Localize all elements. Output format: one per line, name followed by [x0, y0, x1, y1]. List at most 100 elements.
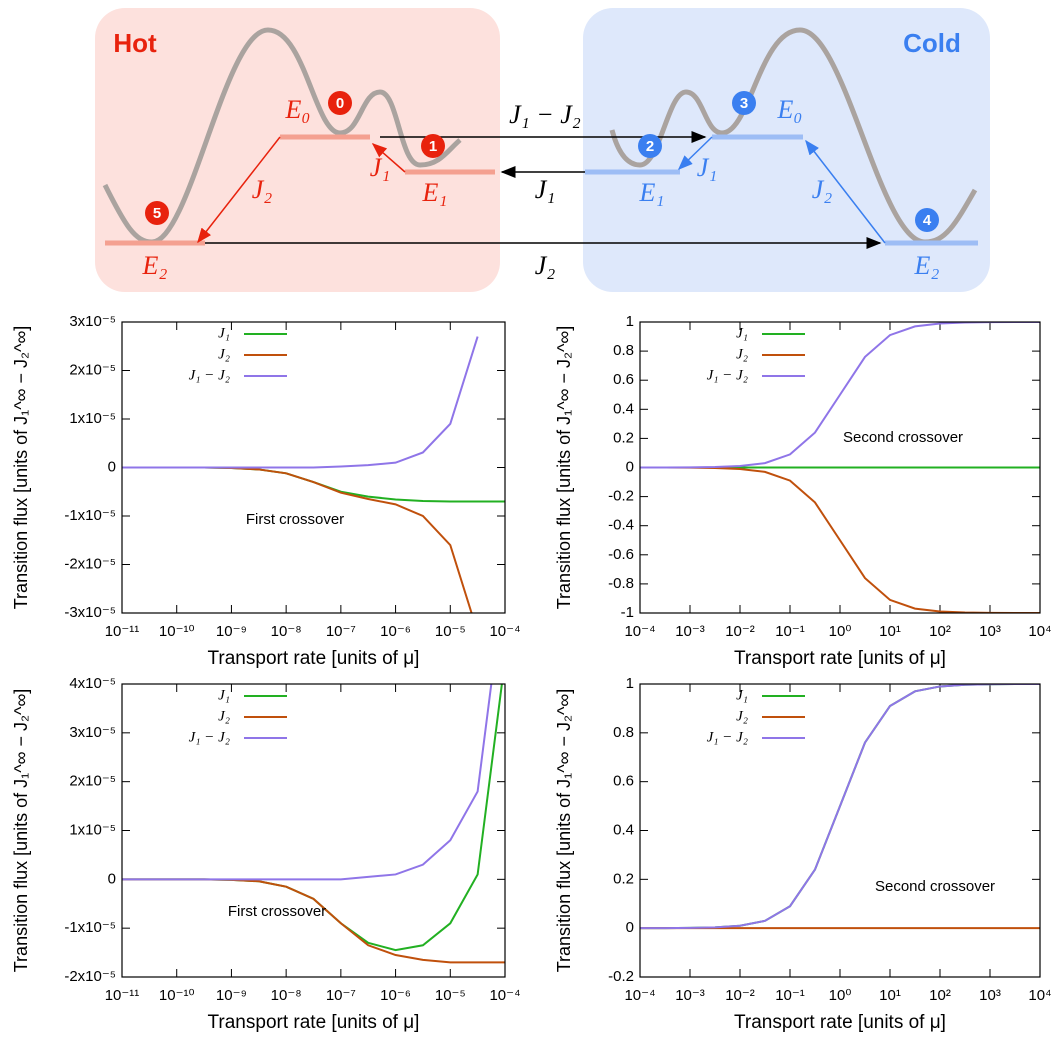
cold-region	[583, 8, 990, 292]
y-tick-label: 0.6	[613, 371, 634, 388]
legend-label: J₂	[218, 346, 230, 362]
x-tick-label: 10³	[979, 623, 1001, 640]
level-label: E₀	[285, 95, 311, 124]
y-tick-label: 1	[626, 675, 634, 692]
x-tick-label: 10⁻⁸	[271, 987, 302, 1004]
y-tick-label: -1x10⁻⁵	[64, 507, 116, 524]
x-tick-label: 10³	[979, 987, 1001, 1004]
x-tick-label: 10⁻¹⁰	[159, 623, 195, 640]
legend-label: J₁ − J₂	[189, 367, 230, 383]
series-line	[640, 322, 1040, 469]
x-tick-label: 10²	[929, 623, 951, 640]
x-tick-label: 10¹	[879, 623, 901, 640]
x-tick-label: 10⁻⁵	[435, 623, 466, 640]
y-tick-label: 3x10⁻⁵	[69, 313, 116, 330]
plot-frame	[121, 321, 506, 614]
level-label: E₂	[142, 251, 168, 280]
plot-frame	[121, 683, 506, 978]
y-tick-label: 0.4	[613, 400, 634, 417]
legend-label: J₁	[218, 325, 230, 341]
chart: 10⁻¹¹ 10⁻¹⁰ 10⁻⁹ 10⁻⁸ 10⁻⁷ 10⁻⁶ 10⁻⁵ 10⁻⁴ -3x10⁻…	[11, 313, 521, 669]
y-tick-label: -1	[621, 604, 634, 621]
y-tick-label: 0	[108, 458, 116, 475]
x-tick-label: 10¹	[879, 987, 901, 1004]
series-line	[122, 336, 479, 469]
state-number: 5	[153, 205, 161, 222]
x-axis-label: Transport rate [units of μ]	[208, 1012, 420, 1033]
x-tick-label: 10⁰	[829, 623, 852, 640]
series-line	[122, 466, 473, 613]
x-tick-label: 10⁻⁷	[326, 623, 356, 640]
flux-label: J₁ − J₂	[509, 100, 581, 129]
x-axis-label: Transport rate [units of μ]	[734, 1012, 946, 1033]
y-tick-label: 0.2	[613, 870, 634, 887]
x-tick-label: 10⁻³	[675, 987, 705, 1004]
x-tick-label: 10⁻¹⁰	[159, 987, 195, 1004]
series-line	[122, 466, 505, 503]
state-number: 4	[923, 212, 932, 229]
x-tick-label: 10⁴	[1028, 987, 1051, 1004]
energy-diagram: 0 1 2 3 4 5 Hot Cold E₀ E₁ E₂ E₀ E₁ E₂ J…	[95, 8, 990, 292]
x-tick-label: 10⁻⁴	[489, 987, 520, 1004]
y-tick-label: -3x10⁻⁵	[64, 604, 116, 621]
y-tick-label: -0.8	[608, 575, 634, 592]
annotation: Second crossover	[875, 878, 995, 895]
y-tick-label: 0	[626, 919, 634, 936]
x-tick-label: 10⁻¹	[775, 987, 805, 1004]
flux-label: J₁	[370, 153, 391, 182]
x-tick-label: 10⁻⁴	[489, 623, 520, 640]
y-axis-label: Transition flux [units of J₁^∞ − J₂^∞]	[11, 326, 31, 610]
level-label: E₀	[777, 95, 803, 124]
y-tick-label: -0.4	[608, 517, 634, 534]
chart: 10⁻⁴ 10⁻³ 10⁻² 10⁻¹ 10⁰ 10¹ 10² 10³ 10⁴ -1 -0.8 -0.…	[554, 313, 1052, 669]
y-tick-label: -0.6	[608, 546, 634, 563]
cold-levels	[585, 134, 978, 246]
x-tick-label: 10⁻²	[725, 987, 755, 1004]
x-tick-label: 10⁻⁵	[435, 987, 466, 1004]
y-tick-label: 0.2	[613, 429, 634, 446]
y-tick-label: 1x10⁻⁵	[69, 410, 116, 427]
y-tick-label: -1x10⁻⁵	[64, 919, 116, 936]
y-tick-label: -2x10⁻⁵	[64, 968, 116, 985]
hot-label: Hot	[113, 28, 157, 58]
chart: 10⁻⁴ 10⁻³ 10⁻² 10⁻¹ 10⁰ 10¹ 10² 10³ 10⁴ -0.2 0 0.2 0…	[554, 675, 1052, 1033]
state-number: 0	[336, 95, 344, 112]
legend-label: J₁ − J₂	[707, 729, 748, 745]
level-label: E₁	[639, 178, 665, 207]
y-tick-label: 2x10⁻⁵	[69, 773, 116, 790]
x-tick-label: 10⁻⁴	[624, 623, 655, 640]
legend-label: J₁ − J₂	[707, 367, 748, 383]
y-tick-label: 0	[626, 458, 634, 475]
y-axis-label: Transition flux [units of J₁^∞ − J₂^∞]	[554, 326, 574, 610]
x-axis-label: Transport rate [units of μ]	[208, 648, 420, 669]
x-tick-label: 10⁻⁹	[216, 987, 247, 1004]
y-tick-label: 0.8	[613, 724, 634, 741]
state-number: 3	[740, 95, 748, 112]
y-tick-label: 0.4	[613, 821, 634, 838]
legend-label: J₁	[736, 325, 748, 341]
y-tick-label: 0	[108, 870, 116, 887]
series-line	[122, 878, 505, 964]
x-tick-label: 10⁻¹¹	[105, 987, 140, 1004]
hot-levels	[105, 134, 495, 246]
x-tick-label: 10⁻⁷	[326, 987, 356, 1004]
y-tick-label: -2x10⁻⁵	[64, 555, 116, 572]
x-tick-label: 10²	[929, 987, 951, 1004]
x-tick-label: 10⁻¹	[775, 623, 805, 640]
x-tick-label: 10⁻⁹	[216, 623, 247, 640]
y-tick-label: -0.2	[608, 488, 634, 505]
legend-label: J₁	[736, 687, 748, 703]
plot-frame	[639, 321, 1041, 614]
y-axis-label: Transition flux [units of J₁^∞ − J₂^∞]	[554, 689, 574, 973]
x-tick-label: 10⁰	[829, 987, 852, 1004]
x-tick-label: 10⁻²	[725, 623, 755, 640]
series-line	[640, 466, 1040, 613]
y-tick-label: 1	[626, 313, 634, 330]
x-tick-label: 10⁻⁶	[380, 987, 411, 1004]
flux-label: J₂	[252, 175, 273, 204]
series-line	[122, 684, 493, 881]
level-label: E₁	[422, 178, 448, 207]
y-tick-label: 4x10⁻⁵	[69, 675, 116, 692]
flux-label: J₂	[812, 175, 833, 204]
y-tick-label: 0.6	[613, 773, 634, 790]
